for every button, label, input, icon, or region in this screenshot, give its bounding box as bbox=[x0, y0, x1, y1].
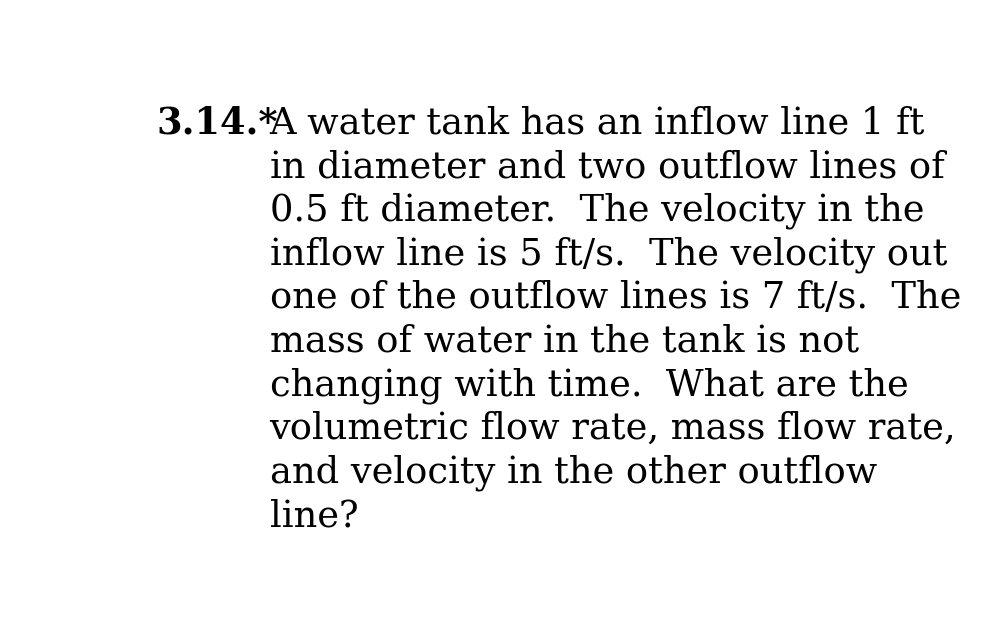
Text: one of the outflow lines is 7 ft/s.  The: one of the outflow lines is 7 ft/s. The bbox=[270, 280, 961, 316]
Text: A water tank has an inflow line 1 ft: A water tank has an inflow line 1 ft bbox=[270, 106, 925, 142]
Text: 0.5 ft diameter.  The velocity in the: 0.5 ft diameter. The velocity in the bbox=[270, 193, 924, 230]
Text: line?: line? bbox=[270, 498, 359, 534]
Text: changing with time.  What are the: changing with time. What are the bbox=[270, 367, 908, 404]
Text: 3.14.*: 3.14.* bbox=[157, 106, 279, 142]
Text: mass of water in the tank is not: mass of water in the tank is not bbox=[270, 323, 859, 360]
Text: and velocity in the other outflow: and velocity in the other outflow bbox=[270, 455, 876, 491]
Text: volumetric flow rate, mass flow rate,: volumetric flow rate, mass flow rate, bbox=[270, 411, 956, 447]
Text: inflow line is 5 ft/s.  The velocity out: inflow line is 5 ft/s. The velocity out bbox=[270, 236, 947, 273]
Text: in diameter and two outflow lines of: in diameter and two outflow lines of bbox=[270, 149, 944, 185]
